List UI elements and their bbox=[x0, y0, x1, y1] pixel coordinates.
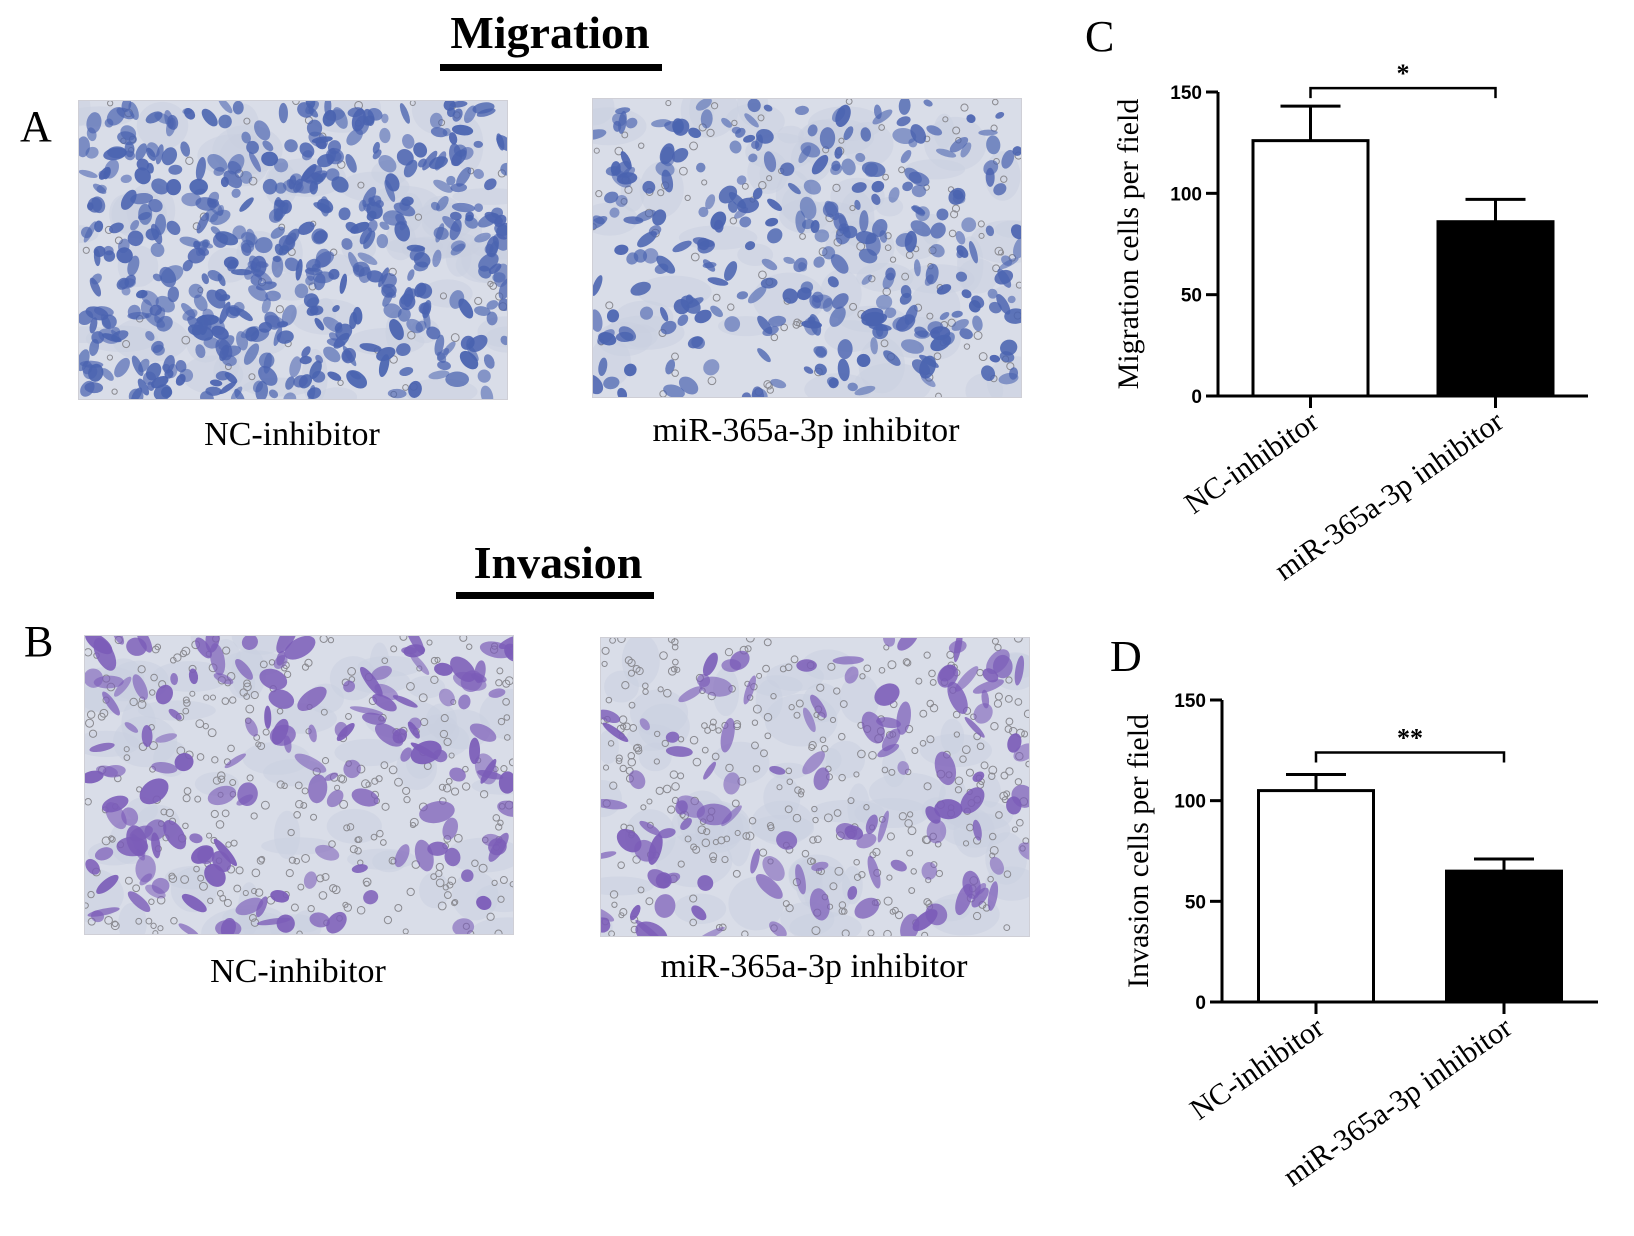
panel-letter-d: D bbox=[1110, 632, 1142, 681]
invasion-title: Invasion bbox=[473, 537, 643, 588]
migration-nc-inhibitor-micrograph bbox=[78, 100, 508, 400]
invasion-title-underline bbox=[456, 592, 654, 599]
migration-left-caption: NC-inhibitor bbox=[204, 416, 380, 453]
migration-chart-y-axis-label: Migration cells per field bbox=[1112, 99, 1145, 390]
migration-title-underline bbox=[440, 64, 662, 71]
panel-letter-a: A bbox=[20, 102, 52, 151]
migration-chart-x-tick-label-1: NC-inhibitor bbox=[1179, 405, 1325, 521]
migration-chart-y-tick-label: 100 bbox=[1170, 184, 1202, 205]
invasion-chart-y-tick-label: 0 bbox=[1195, 993, 1206, 1014]
invasion-chart-y-tick-label: 150 bbox=[1174, 691, 1206, 712]
invasion-chart-bar-1 bbox=[1257, 789, 1375, 1004]
migration-chart-significance-bracket bbox=[1309, 86, 1497, 99]
invasion-chart-significance-marker: ** bbox=[1397, 723, 1423, 752]
migration-chart-bar-1 bbox=[1251, 139, 1370, 398]
invasion-nc-inhibitor-micrograph bbox=[84, 635, 514, 935]
invasion-chart-x-tick-label-1: NC-inhibitor bbox=[1184, 1011, 1330, 1127]
migration-chart-y-tick-label: 50 bbox=[1181, 286, 1202, 307]
migration-mir-inhibitor-micrograph bbox=[592, 98, 1022, 398]
invasion-chart-y-tick-label: 50 bbox=[1185, 892, 1206, 913]
migration-chart-bar-2 bbox=[1436, 220, 1555, 398]
panel-letter-b: B bbox=[24, 617, 54, 666]
invasion-chart-significance-bracket bbox=[1314, 751, 1506, 763]
migration-right-caption: miR-365a-3p inhibitor bbox=[652, 412, 960, 449]
panel-letter-c: C bbox=[1085, 12, 1115, 61]
migration-bar-chart: Migration cells per field 0 50 100 150 NC-inh… bbox=[1112, 60, 1588, 587]
migration-chart-y-tick-label: 150 bbox=[1170, 83, 1202, 104]
migration-chart-y-tick-label: 0 bbox=[1191, 387, 1202, 408]
migration-title: Migration bbox=[450, 7, 650, 58]
invasion-chart-y-tick-label: 100 bbox=[1174, 792, 1206, 813]
invasion-mir-inhibitor-micrograph bbox=[600, 637, 1030, 937]
invasion-left-caption: NC-inhibitor bbox=[210, 953, 386, 990]
invasion-right-caption: miR-365a-3p inhibitor bbox=[660, 948, 968, 985]
invasion-bar-chart: Invasion cells per field 0 50 100 150 NC-inhi… bbox=[1122, 691, 1598, 1193]
migration-chart-significance-marker: * bbox=[1397, 60, 1410, 88]
invasion-chart-bar-2 bbox=[1445, 869, 1563, 1004]
invasion-chart-y-axis-label: Invasion cells per field bbox=[1122, 714, 1155, 988]
